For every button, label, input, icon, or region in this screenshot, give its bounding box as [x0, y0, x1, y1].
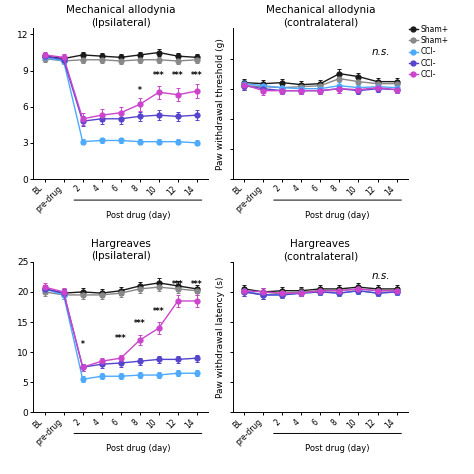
Title: Mechanical allodynia
(contralateral): Mechanical allodynia (contralateral)	[265, 5, 375, 27]
Text: *: *	[138, 86, 142, 95]
Text: ***: ***	[191, 280, 203, 289]
Text: n.s.: n.s.	[372, 271, 391, 281]
Text: Post drug (day): Post drug (day)	[106, 210, 170, 219]
Text: ***: ***	[153, 71, 164, 80]
Text: Paw withdrawal latency (s): Paw withdrawal latency (s)	[216, 276, 225, 398]
Title: Mechanical allodynia
(Ipsilateral): Mechanical allodynia (Ipsilateral)	[66, 5, 175, 27]
Legend: Sham+, Sham+, CCI-, CCI-, CCI-: Sham+, Sham+, CCI-, CCI-, CCI-	[409, 25, 449, 79]
Title: Hargreaves
(contralateral): Hargreaves (contralateral)	[283, 238, 358, 261]
Text: Post drug (day): Post drug (day)	[106, 444, 170, 453]
Text: Paw withdrawal threshold (g): Paw withdrawal threshold (g)	[216, 38, 225, 170]
Text: ***: ***	[153, 307, 164, 316]
Text: Post drug (day): Post drug (day)	[305, 444, 370, 453]
Text: ***: ***	[191, 71, 203, 80]
Text: *: *	[81, 340, 85, 349]
Text: ***: ***	[134, 319, 146, 328]
Text: ***: ***	[172, 71, 183, 80]
Text: n.s.: n.s.	[372, 46, 391, 56]
Text: ***: ***	[172, 280, 183, 289]
Text: Post drug (day): Post drug (day)	[305, 210, 370, 219]
Text: ***: ***	[115, 334, 127, 343]
Title: Hargreaves
(Ipsilateral): Hargreaves (Ipsilateral)	[91, 238, 151, 261]
